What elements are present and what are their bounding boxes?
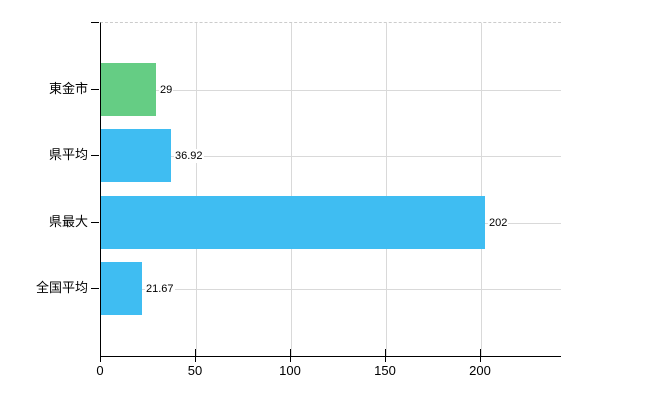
category-label: 県平均 xyxy=(48,147,88,162)
vertical-gridline xyxy=(291,23,292,356)
x-axis-tick-label: 200 xyxy=(469,363,491,378)
category-label: 東金市 xyxy=(48,81,88,96)
vertical-gridline xyxy=(196,23,197,356)
y-axis-tick xyxy=(91,89,99,90)
category-label: 全国平均 xyxy=(35,280,88,295)
bar-value-label: 202 xyxy=(488,216,509,230)
horizontal-gridline xyxy=(101,90,561,91)
y-axis-tick xyxy=(91,222,99,223)
y-axis-top-tick xyxy=(91,22,99,23)
bar[interactable] xyxy=(101,262,142,315)
bar-value-label: 21.67 xyxy=(145,282,175,296)
y-axis-tick xyxy=(91,288,99,289)
x-axis-tick-label: 100 xyxy=(279,363,301,378)
x-axis-tick-label: 50 xyxy=(187,363,203,378)
y-axis-tick xyxy=(91,155,99,156)
x-axis-tick-label: 0 xyxy=(96,363,104,378)
x-axis-tick-label: 150 xyxy=(374,363,396,378)
bar[interactable] xyxy=(101,63,156,116)
horizontal-gridline xyxy=(101,289,561,290)
bar[interactable] xyxy=(101,196,485,249)
bar-value-label: 36.92 xyxy=(174,149,204,163)
vertical-gridline xyxy=(481,23,482,356)
bar-value-label: 29 xyxy=(159,83,174,97)
plot-area: 29 36.92 202 21.67 xyxy=(100,22,561,357)
horizontal-gridline xyxy=(101,156,561,157)
vertical-gridline xyxy=(386,23,387,356)
category-label: 県最大 xyxy=(48,214,88,229)
bar[interactable] xyxy=(101,129,171,182)
